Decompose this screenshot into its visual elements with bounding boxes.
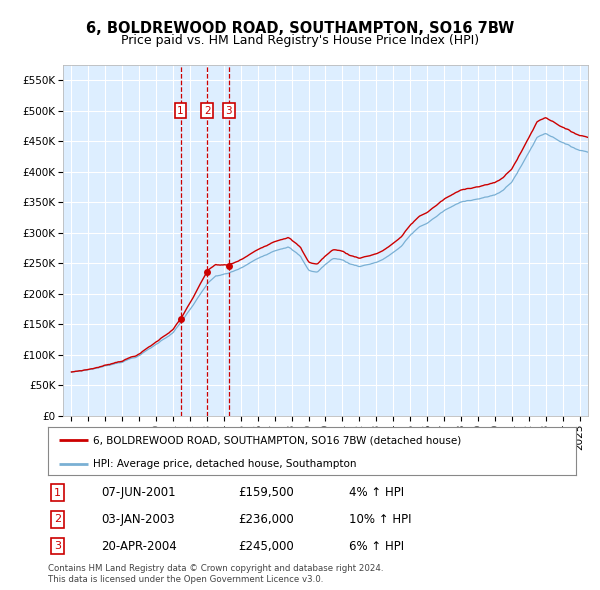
Text: 1: 1 [177,106,184,116]
Text: 6, BOLDREWOOD ROAD, SOUTHAMPTON, SO16 7BW (detached house): 6, BOLDREWOOD ROAD, SOUTHAMPTON, SO16 7B… [93,435,461,445]
Text: £236,000: £236,000 [238,513,294,526]
Text: 1: 1 [54,487,61,497]
Text: £245,000: £245,000 [238,540,294,553]
Text: 3: 3 [54,541,61,551]
Text: 3: 3 [226,106,232,116]
Text: 2: 2 [54,514,61,525]
Text: £159,500: £159,500 [238,486,294,499]
Text: 6, BOLDREWOOD ROAD, SOUTHAMPTON, SO16 7BW: 6, BOLDREWOOD ROAD, SOUTHAMPTON, SO16 7B… [86,21,514,35]
Text: 20-APR-2004: 20-APR-2004 [101,540,176,553]
Text: This data is licensed under the Open Government Licence v3.0.: This data is licensed under the Open Gov… [48,575,323,584]
Text: Contains HM Land Registry data © Crown copyright and database right 2024.: Contains HM Land Registry data © Crown c… [48,564,383,573]
Text: 10% ↑ HPI: 10% ↑ HPI [349,513,412,526]
Text: 03-JAN-2003: 03-JAN-2003 [101,513,175,526]
Text: 2: 2 [204,106,211,116]
Text: 6% ↑ HPI: 6% ↑ HPI [349,540,404,553]
Text: Price paid vs. HM Land Registry's House Price Index (HPI): Price paid vs. HM Land Registry's House … [121,34,479,47]
Text: 07-JUN-2001: 07-JUN-2001 [101,486,175,499]
Text: 4% ↑ HPI: 4% ↑ HPI [349,486,404,499]
Text: HPI: Average price, detached house, Southampton: HPI: Average price, detached house, Sout… [93,459,356,469]
